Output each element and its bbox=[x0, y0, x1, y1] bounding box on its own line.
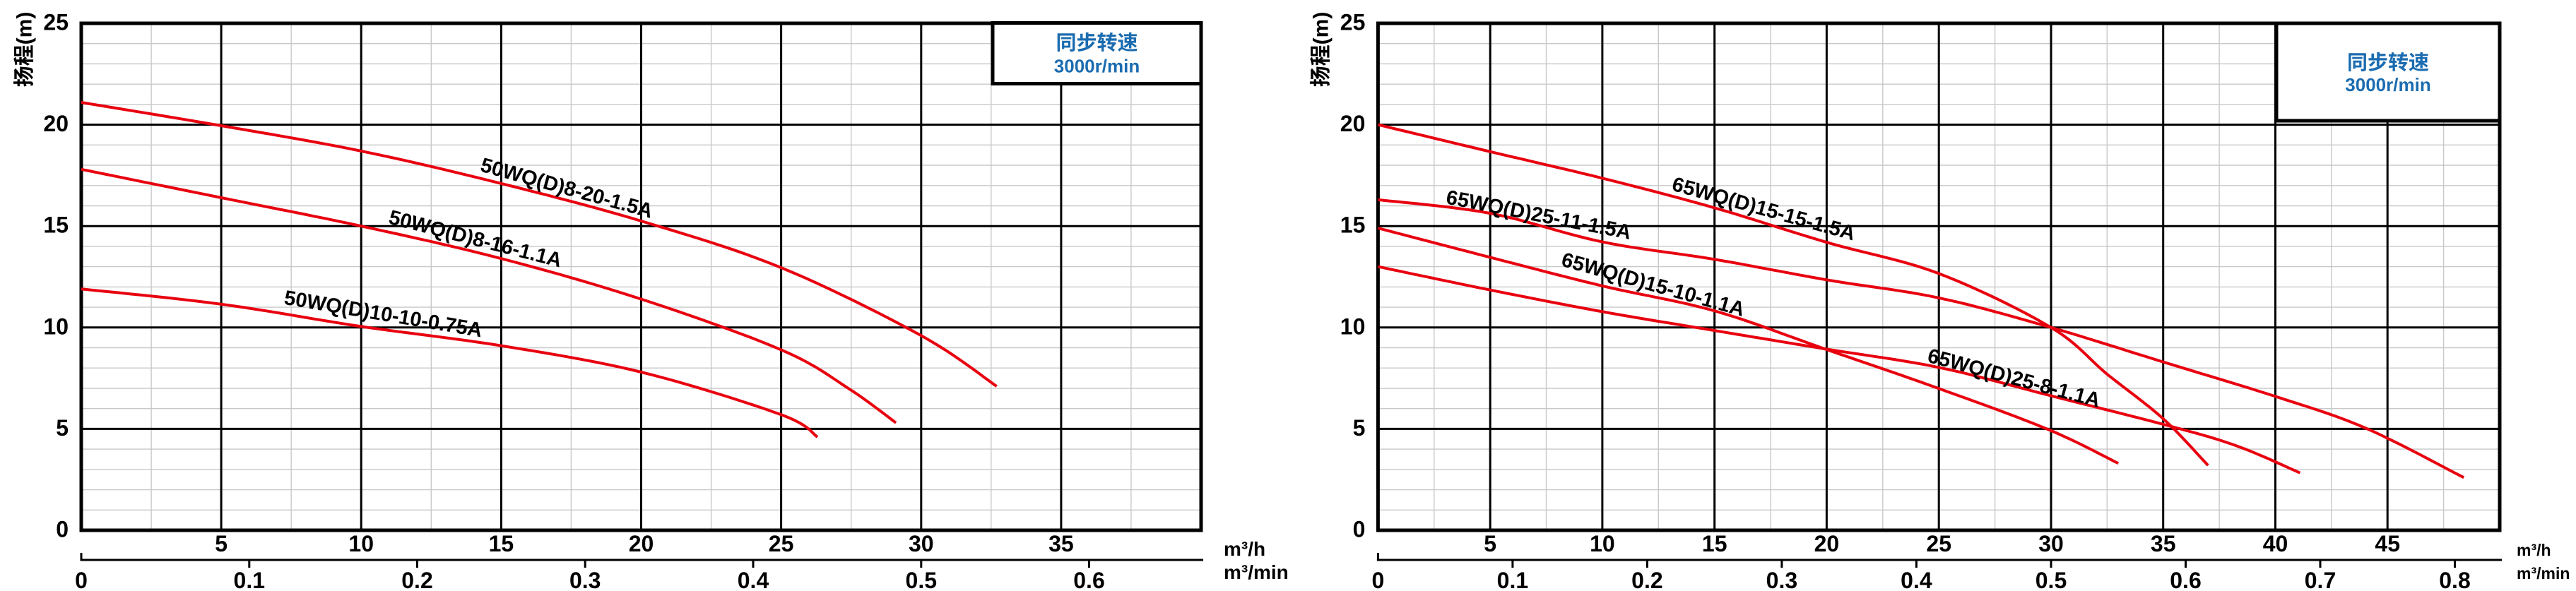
svg-text:20: 20 bbox=[43, 111, 69, 136]
svg-text:25: 25 bbox=[769, 531, 794, 556]
svg-text:3000r/min: 3000r/min bbox=[2345, 74, 2430, 95]
svg-text:0: 0 bbox=[75, 568, 88, 591]
svg-text:(m): (m) bbox=[1309, 12, 1333, 45]
svg-text:0.8: 0.8 bbox=[2439, 568, 2470, 591]
svg-text:0.7: 0.7 bbox=[2305, 568, 2336, 591]
svg-text:m³/h: m³/h bbox=[1224, 538, 1265, 560]
svg-text:0.2: 0.2 bbox=[401, 568, 432, 591]
svg-text:5: 5 bbox=[1484, 531, 1496, 556]
svg-text:15: 15 bbox=[1702, 531, 1727, 556]
svg-text:20: 20 bbox=[629, 531, 654, 556]
svg-text:10: 10 bbox=[1340, 314, 1366, 339]
svg-text:0.3: 0.3 bbox=[1766, 568, 1797, 591]
svg-text:0.3: 0.3 bbox=[569, 568, 601, 591]
svg-text:5: 5 bbox=[215, 531, 228, 556]
svg-text:30: 30 bbox=[2038, 531, 2064, 556]
svg-text:0: 0 bbox=[1353, 517, 1366, 542]
svg-text:0.1: 0.1 bbox=[234, 568, 265, 591]
svg-text:10: 10 bbox=[348, 531, 374, 556]
svg-text:5: 5 bbox=[56, 415, 69, 441]
svg-text:35: 35 bbox=[1048, 531, 1074, 556]
svg-text:3000r/min: 3000r/min bbox=[1054, 55, 1140, 76]
svg-text:15: 15 bbox=[489, 531, 514, 556]
svg-text:0.6: 0.6 bbox=[1073, 568, 1104, 591]
svg-text:0.2: 0.2 bbox=[1631, 568, 1662, 591]
svg-text:20: 20 bbox=[1814, 531, 1840, 556]
svg-text:25: 25 bbox=[43, 10, 69, 35]
svg-text:0.6: 0.6 bbox=[2170, 568, 2201, 591]
svg-text:25: 25 bbox=[1340, 10, 1366, 35]
svg-text:10: 10 bbox=[43, 314, 69, 339]
svg-text:15: 15 bbox=[43, 213, 69, 238]
svg-text:35: 35 bbox=[2151, 531, 2176, 556]
svg-text:15: 15 bbox=[1340, 213, 1366, 238]
svg-text:10: 10 bbox=[1590, 531, 1615, 556]
svg-text:0.4: 0.4 bbox=[1901, 568, 1932, 591]
svg-text:45: 45 bbox=[2375, 531, 2400, 556]
svg-text:30: 30 bbox=[909, 531, 934, 556]
svg-text:0.4: 0.4 bbox=[738, 568, 769, 591]
svg-text:5: 5 bbox=[1353, 415, 1366, 441]
svg-text:0: 0 bbox=[56, 517, 69, 542]
svg-text:0: 0 bbox=[1372, 568, 1385, 591]
svg-text:20: 20 bbox=[1340, 111, 1366, 136]
svg-text:(m): (m) bbox=[13, 12, 36, 45]
svg-text:m³/h: m³/h bbox=[2517, 541, 2551, 559]
svg-text:25: 25 bbox=[1926, 531, 1951, 556]
svg-text:0.1: 0.1 bbox=[1497, 568, 1528, 591]
svg-text:m³/min: m³/min bbox=[1224, 561, 1289, 583]
svg-text:0.5: 0.5 bbox=[906, 568, 937, 591]
svg-text:m³/min: m³/min bbox=[2517, 564, 2570, 583]
svg-text:40: 40 bbox=[2263, 531, 2288, 556]
svg-text:0.5: 0.5 bbox=[2036, 568, 2067, 591]
